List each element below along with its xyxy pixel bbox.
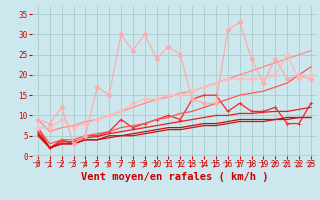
X-axis label: Vent moyen/en rafales ( km/h ): Vent moyen/en rafales ( km/h ) — [81, 172, 268, 182]
